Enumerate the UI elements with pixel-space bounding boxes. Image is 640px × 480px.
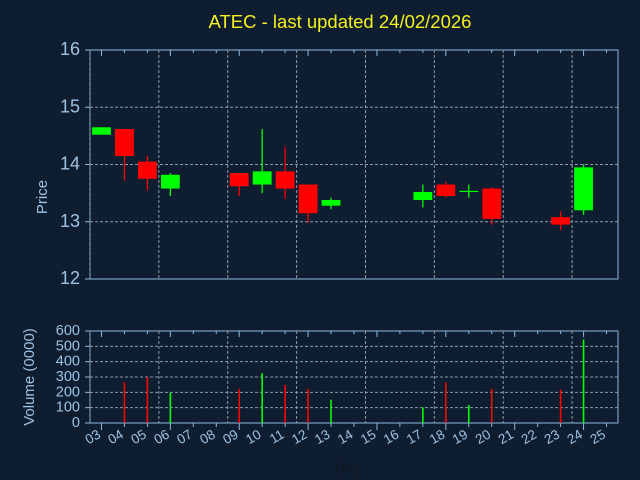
svg-text:11: 11: [267, 427, 287, 447]
svg-text:12: 12: [289, 427, 310, 448]
svg-text:16: 16: [60, 39, 80, 59]
svg-text:24: 24: [565, 426, 586, 447]
svg-text:400: 400: [56, 354, 80, 370]
svg-text:17: 17: [404, 427, 425, 448]
svg-text:100: 100: [56, 400, 80, 416]
svg-text:05: 05: [128, 427, 149, 448]
svg-text:14: 14: [335, 426, 356, 447]
svg-text:Price: Price: [34, 180, 51, 214]
svg-text:Day: Day: [335, 460, 362, 477]
svg-text:25: 25: [588, 427, 609, 448]
svg-text:500: 500: [56, 338, 80, 354]
svg-text:09: 09: [220, 427, 241, 448]
svg-text:06: 06: [151, 427, 172, 448]
svg-text:07: 07: [174, 427, 195, 448]
svg-text:21: 21: [496, 427, 517, 448]
svg-text:16: 16: [381, 427, 402, 448]
svg-text:23: 23: [542, 427, 563, 448]
svg-text:15: 15: [358, 427, 379, 448]
svg-text:Volume (0000): Volume (0000): [21, 328, 38, 426]
svg-text:20: 20: [473, 427, 494, 448]
svg-text:15: 15: [60, 96, 80, 116]
svg-text:0: 0: [72, 415, 80, 431]
svg-text:200: 200: [56, 384, 80, 400]
svg-text:14: 14: [60, 154, 80, 174]
svg-text:19: 19: [450, 427, 471, 448]
svg-text:04: 04: [105, 426, 126, 447]
svg-text:03: 03: [82, 427, 103, 448]
svg-text:13: 13: [60, 211, 80, 231]
svg-text:10: 10: [243, 427, 264, 448]
svg-text:22: 22: [519, 427, 540, 448]
svg-text:13: 13: [312, 427, 333, 448]
svg-text:08: 08: [197, 427, 218, 448]
svg-text:300: 300: [56, 369, 80, 385]
svg-text:600: 600: [56, 323, 80, 339]
svg-text:18: 18: [427, 427, 448, 448]
svg-text:12: 12: [60, 268, 80, 288]
